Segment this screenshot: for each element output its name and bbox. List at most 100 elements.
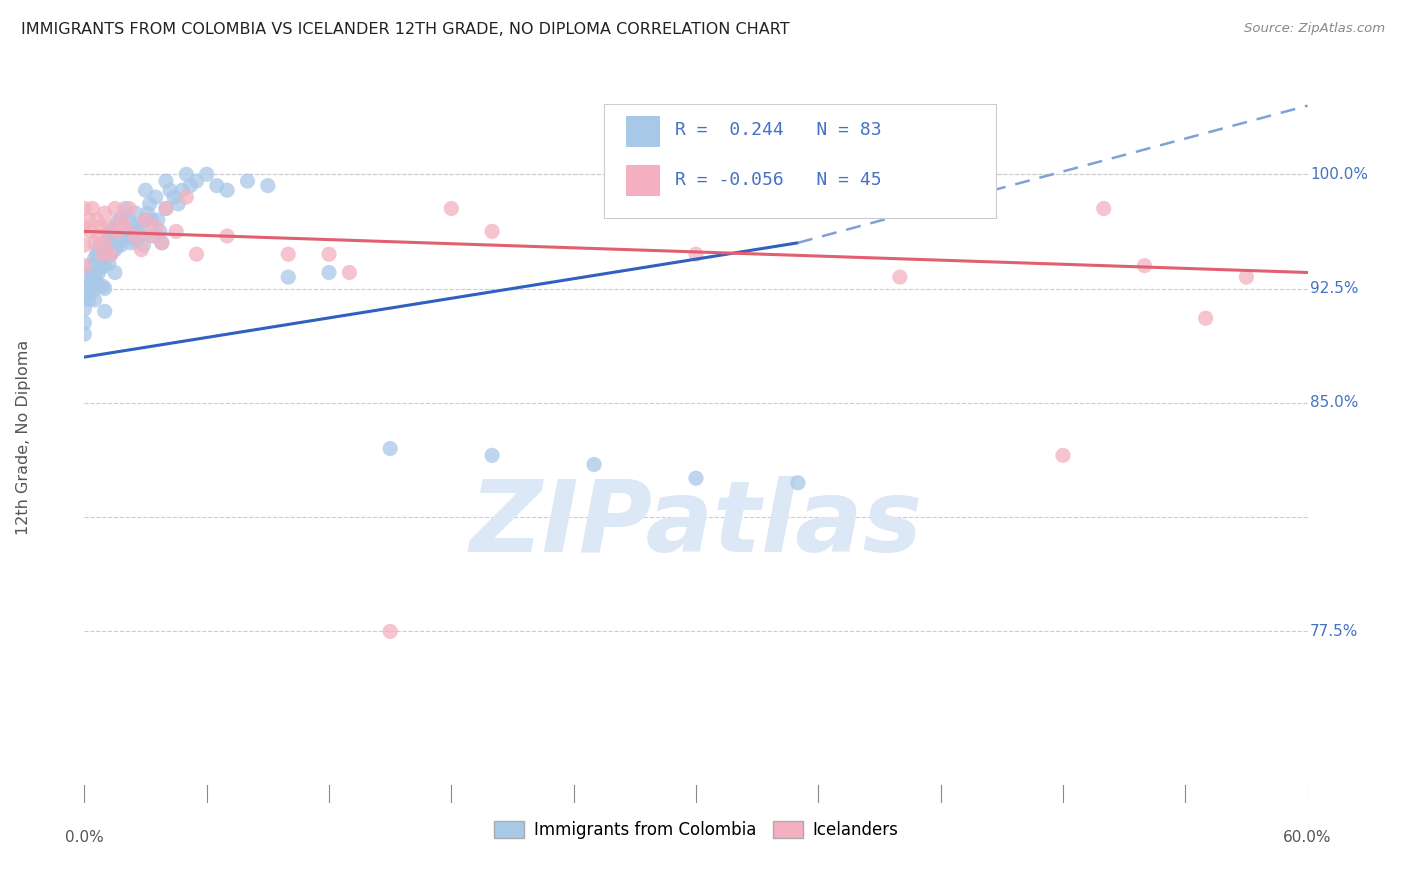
Point [100,247,122,261]
Point [1092,202,1115,216]
Point [179,178,201,193]
Point [380,624,402,639]
Point [91,279,114,293]
Point [90,219,112,234]
Point [97,256,120,270]
Point [79,281,101,295]
Point [105,215,128,229]
Point [481,448,503,462]
Point [138,228,160,243]
Text: R = -0.056   N = 45: R = -0.056 N = 45 [675,170,882,188]
Point [79,224,101,238]
Point [118,202,141,216]
Point [73,327,96,342]
Point [583,458,606,472]
Point [122,219,145,234]
Text: 92.5%: 92.5% [1310,281,1358,296]
Point [1133,259,1156,273]
Point [186,174,208,188]
Text: 77.5%: 77.5% [1310,624,1358,639]
Point [83,252,105,266]
Point [93,235,115,250]
Point [236,174,259,188]
Text: 0.0%: 0.0% [65,830,104,846]
Point [142,228,165,243]
Bar [626,165,661,195]
Point [145,219,167,234]
Text: ZIPatlas: ZIPatlas [470,476,922,574]
Point [172,183,194,197]
Point [77,275,100,289]
Point [131,243,153,257]
Point [112,228,135,243]
Point [104,219,127,234]
Point [73,288,96,302]
Point [110,213,132,227]
Text: R =  0.244   N = 83: R = 0.244 N = 83 [675,121,882,139]
FancyBboxPatch shape [605,104,995,218]
Point [110,238,132,252]
Point [91,252,114,266]
Point [86,247,108,261]
Point [118,213,141,227]
Point [93,259,115,273]
Point [889,270,911,285]
Point [104,202,127,216]
Bar [626,116,661,146]
Point [481,224,503,238]
Point [114,219,136,234]
Point [257,178,280,193]
Point [114,228,136,243]
Point [120,235,142,250]
Text: Source: ZipAtlas.com: Source: ZipAtlas.com [1244,22,1385,36]
Point [149,224,172,238]
Point [83,270,105,285]
Text: 12th Grade, No Diploma: 12th Grade, No Diploma [15,340,31,534]
Point [150,235,173,250]
Point [136,206,159,220]
Point [86,213,108,227]
Text: 100.0%: 100.0% [1310,167,1368,182]
Point [82,265,104,279]
Point [87,265,110,279]
Text: 85.0%: 85.0% [1310,395,1358,410]
Point [165,224,187,238]
Point [93,206,115,220]
Point [1236,270,1258,285]
Point [685,247,707,261]
Point [87,243,110,257]
Point [73,202,96,216]
Point [73,270,96,285]
Point [90,260,112,275]
Point [685,471,707,485]
Point [124,206,146,220]
Point [174,190,197,204]
Point [86,275,108,289]
Point [787,475,810,490]
Point [82,202,104,216]
Point [100,224,122,238]
Point [135,213,157,227]
Point [135,183,157,197]
Point [104,265,127,279]
Point [1052,448,1074,462]
Point [87,228,110,243]
Point [108,234,131,248]
Point [205,178,228,193]
Point [138,197,160,211]
Legend: Immigrants from Colombia, Icelanders: Immigrants from Colombia, Icelanders [486,814,905,846]
Point [174,167,197,181]
Point [217,183,239,197]
Point [115,224,138,238]
Point [97,228,120,243]
Point [79,259,101,273]
Point [159,183,181,197]
Point [83,235,105,250]
Point [124,234,146,248]
Point [145,190,167,204]
Point [277,247,299,261]
Point [93,235,115,250]
Point [195,167,218,181]
Point [110,211,132,225]
Text: IMMIGRANTS FROM COLOMBIA VS ICELANDER 12TH GRADE, NO DIPLOMA CORRELATION CHART: IMMIGRANTS FROM COLOMBIA VS ICELANDER 12… [21,22,790,37]
